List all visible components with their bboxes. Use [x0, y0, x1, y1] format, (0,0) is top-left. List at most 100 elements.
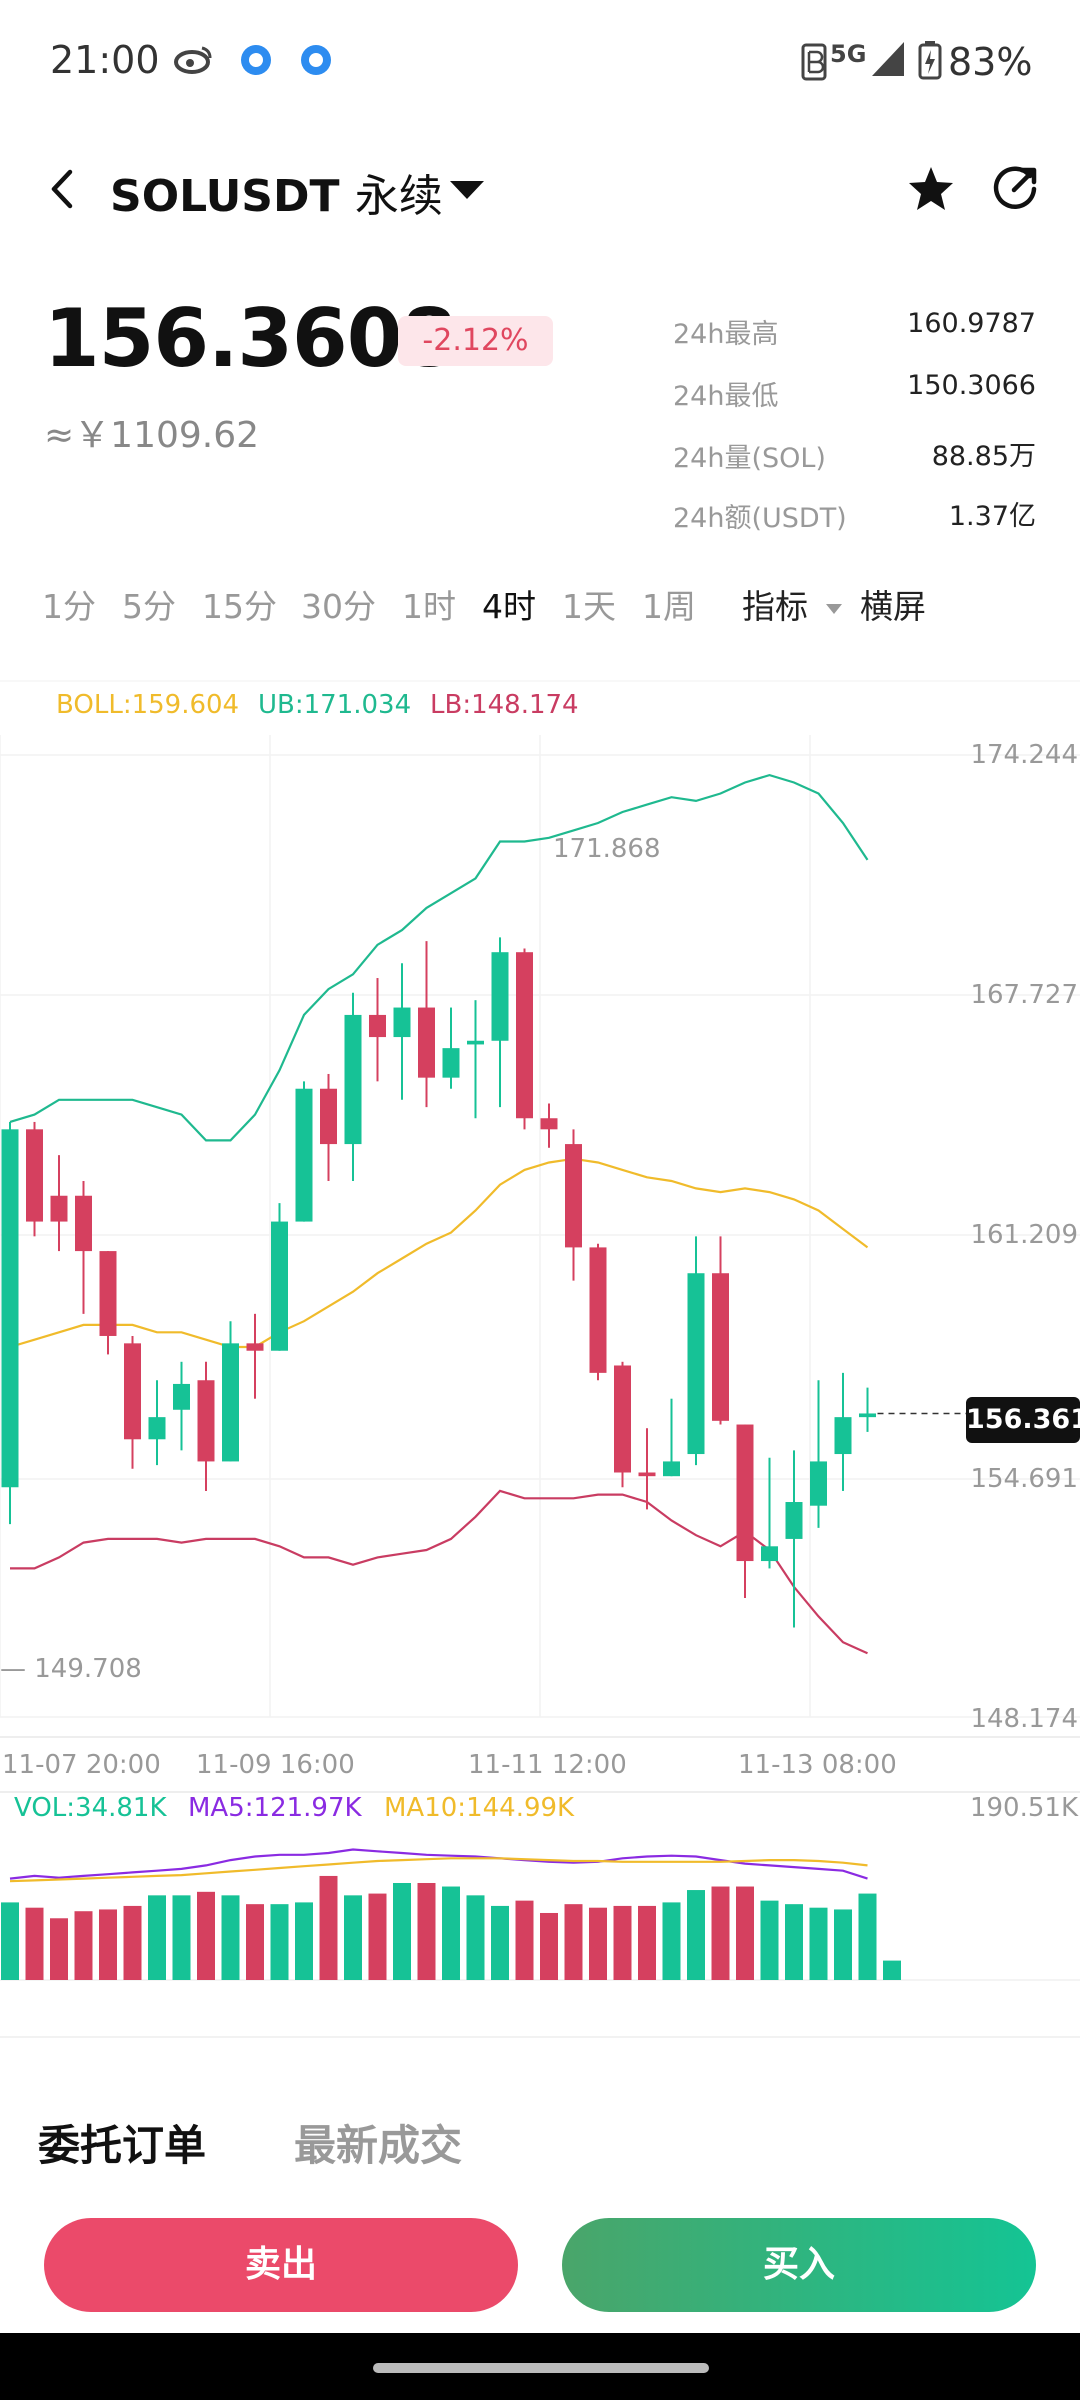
candle — [810, 1380, 827, 1528]
candle — [320, 1073, 337, 1181]
stat-value-high: 160.9787 — [907, 308, 1036, 339]
tab-1m[interactable]: 1分 — [42, 587, 96, 626]
volume-bar — [50, 1918, 68, 1980]
candle-body — [197, 1380, 215, 1462]
candle-body — [614, 1365, 631, 1473]
buy-button[interactable]: 买入 — [562, 2218, 1036, 2312]
time-axis-tick: 11-07 20:00 — [2, 1750, 161, 1780]
lb-legend: LB:148.174 — [430, 690, 579, 720]
battery-percent: 83% — [948, 40, 1033, 84]
back-icon[interactable] — [48, 166, 78, 216]
candle-body — [442, 1048, 460, 1078]
volume-bar — [270, 1904, 289, 1980]
price-axis-tick: 174.244 — [970, 740, 1078, 770]
stat-value-volume: 88.85万 — [931, 441, 1036, 472]
app-icon — [296, 42, 336, 82]
candle-body — [467, 1040, 484, 1045]
candle — [271, 1203, 288, 1351]
ma5-line — [9, 1848, 868, 1880]
candle-body — [516, 952, 533, 1119]
candle — [246, 1313, 264, 1399]
candle — [369, 978, 386, 1082]
candle-body — [736, 1424, 754, 1562]
time-axis-tick: 11-11 12:00 — [468, 1750, 627, 1780]
candle-body — [663, 1461, 680, 1477]
tab-5m[interactable]: 5分 — [122, 587, 176, 626]
volume-bar — [1, 1902, 19, 1980]
tab-1h[interactable]: 1时 — [402, 587, 456, 626]
stat-value-turnover: 1.37亿 — [948, 501, 1036, 532]
candle — [442, 1007, 460, 1089]
tab-1w[interactable]: 1周 — [642, 587, 696, 626]
candle — [761, 1457, 778, 1569]
candle-body — [75, 1195, 92, 1252]
volume-bar — [564, 1904, 583, 1980]
volume-bar — [491, 1905, 509, 1980]
candlestick-chart[interactable] — [0, 680, 1080, 2000]
candle — [638, 1428, 656, 1510]
nfc-icon — [800, 42, 828, 86]
candle — [859, 1387, 876, 1432]
last-price: 156.3608 — [44, 292, 457, 385]
candle-body — [271, 1221, 288, 1351]
stat-label-turnover: 24h额(USDT) — [673, 503, 847, 534]
caret-down-icon — [825, 603, 842, 614]
landscape-button[interactable]: 横屏 — [860, 587, 926, 626]
candle-body — [565, 1144, 582, 1248]
ma5-legend: MA5:121.97K — [188, 1793, 362, 1823]
tab-30m[interactable]: 30分 — [301, 587, 376, 626]
symbol-name: SOLUSDT — [110, 171, 340, 222]
price-axis-tick: 154.691 — [970, 1464, 1078, 1494]
app-icon — [236, 42, 276, 82]
candle-body — [540, 1118, 558, 1130]
candle-body — [859, 1413, 876, 1418]
ub-legend: UB:171.034 — [258, 690, 412, 720]
candle — [516, 948, 533, 1130]
tab-4h[interactable]: 4时 — [482, 587, 536, 626]
volume-bar — [760, 1900, 779, 1980]
dropdown-icon[interactable] — [448, 178, 486, 206]
candle — [736, 1424, 754, 1598]
candle-body — [491, 952, 509, 1041]
price-change-badge: -2.12% — [398, 316, 553, 366]
share-icon[interactable] — [990, 164, 1040, 218]
candle-body — [26, 1129, 43, 1222]
volume-bar — [368, 1893, 387, 1980]
volume-bar — [319, 1875, 338, 1980]
signal-icon — [870, 40, 906, 82]
volume-bar — [638, 1905, 656, 1980]
boll-lower-line — [10, 1489, 868, 1655]
sell-button[interactable]: 卖出 — [44, 2218, 518, 2312]
stat-value-low: 150.3066 — [907, 370, 1036, 401]
home-gesture-pill[interactable] — [373, 2363, 709, 2373]
candle — [50, 1155, 68, 1252]
volume-bar — [99, 1909, 117, 1980]
candle-body — [638, 1472, 656, 1477]
tab-15m[interactable]: 15分 — [202, 587, 277, 626]
candle-body — [148, 1417, 166, 1440]
symbol-title[interactable]: SOLUSDT 永续 — [110, 160, 443, 224]
current-price-tag: 156.361 — [966, 1397, 1080, 1443]
weibo-icon — [174, 44, 214, 78]
candle — [295, 1081, 313, 1222]
volume-bar — [344, 1895, 362, 1980]
boll-legend: BOLL:159.604 — [56, 690, 240, 720]
candle — [565, 1129, 582, 1281]
boll-upper-line — [9, 773, 869, 1142]
tab-latest-trades[interactable]: 最新成交 — [294, 2121, 463, 2170]
candle — [99, 1251, 117, 1355]
volume-axis-max: 190.51K — [969, 1793, 1078, 1823]
candle — [197, 1361, 215, 1491]
candle — [467, 1000, 484, 1119]
stat-label-volume: 24h量(SOL) — [673, 443, 826, 474]
candle-body — [99, 1251, 117, 1336]
candle — [393, 963, 411, 1100]
tab-orders[interactable]: 委托订单 — [38, 2121, 207, 2170]
indicator-button[interactable]: 指标 — [742, 580, 843, 628]
volume-bar — [417, 1882, 436, 1980]
star-icon[interactable] — [906, 164, 956, 218]
high-marker: 171.868 — [553, 834, 661, 864]
candle — [687, 1236, 705, 1466]
volume-bar — [246, 1904, 264, 1980]
tab-1d[interactable]: 1天 — [562, 587, 616, 626]
